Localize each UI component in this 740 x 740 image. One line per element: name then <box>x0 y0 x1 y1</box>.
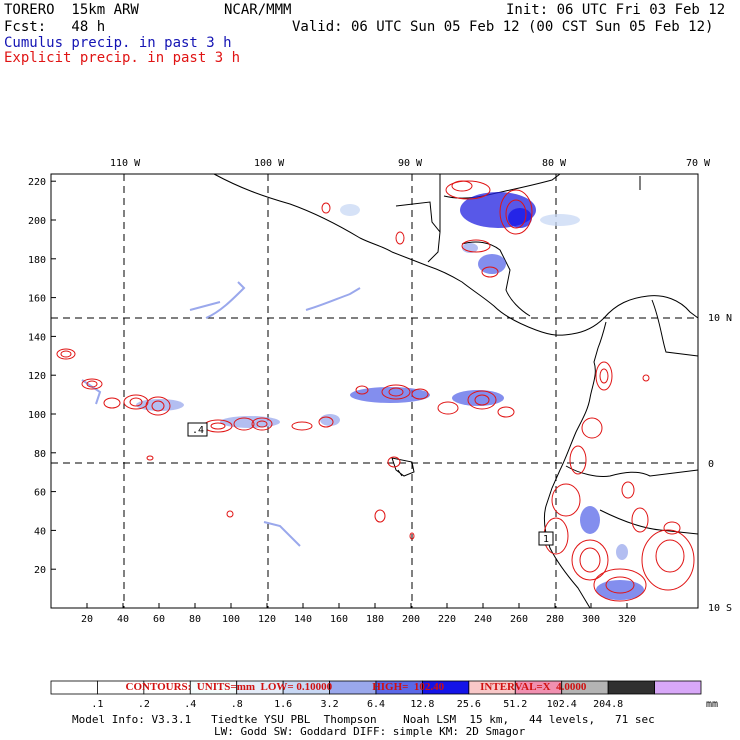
y-tick-label: 160 <box>28 294 46 305</box>
x-tick-label: 320 <box>618 614 636 625</box>
physics-info: LW: Godd SW: Goddard DIFF: simple KM: 2D… <box>214 725 526 738</box>
colorbar-level-label: 204.8 <box>593 699 623 710</box>
x-tick-label: 220 <box>438 614 456 625</box>
y-tick-label: 220 <box>28 177 46 188</box>
cumulus-bands <box>81 281 361 547</box>
org-label: NCAR/MMM <box>224 2 292 18</box>
lon-label: 100 W <box>254 158 285 169</box>
x-tick-label: 40 <box>117 614 129 625</box>
x-tick-label: 80 <box>189 614 201 625</box>
y-tick-label: 100 <box>28 410 46 421</box>
colorbar-level-label: 3.2 <box>321 699 339 710</box>
explicit-caption: Explicit precip. in past 3 h <box>4 50 241 66</box>
forecast-hour: Fcst: 48 h <box>4 19 106 35</box>
explicit-precip-contours <box>56 180 695 602</box>
boxed-label-text-1: .4 <box>192 425 204 436</box>
contour-info: CONTOURS: UNITS=mm LOW= 0.10000 HIGH= 102… <box>120 669 587 693</box>
colorbar-level-label: 51.2 <box>503 699 527 710</box>
contour-interval: INTERVAL=X 4.0000 <box>480 681 587 693</box>
latitude-labels: 10 N 0 10 S <box>708 313 732 614</box>
colorbar-level-label: .4 <box>184 699 196 710</box>
init-time: Init: 06 UTC Fri 03 Feb 12 <box>506 2 726 18</box>
y-tick-label: 40 <box>34 526 46 537</box>
colorbar-level-label: .1 <box>91 699 103 710</box>
boxed-label-text-2: 1 <box>543 534 549 545</box>
y-tick-label: 20 <box>34 565 46 576</box>
x-tick-label: 60 <box>153 614 165 625</box>
colorbar-level-label: 1.6 <box>274 699 292 710</box>
x-tick-label: 180 <box>366 614 384 625</box>
colorbar-swatch <box>50 680 98 695</box>
y-tick-label: 60 <box>34 488 46 499</box>
x-tick-label: 20 <box>81 614 93 625</box>
x-tick-label: 200 <box>402 614 420 625</box>
y-tick-label: 200 <box>28 216 46 227</box>
y-tick-label: 140 <box>28 332 46 343</box>
contour-units: CONTOURS: UNITS=mm LOW= 0.10000 <box>125 681 333 693</box>
lat-label: 10 S <box>708 603 732 614</box>
lon-label: 80 W <box>542 158 567 169</box>
x-tick-label: 160 <box>330 614 348 625</box>
lat-label: 10 N <box>708 313 732 324</box>
x-axis-ticks: 20 40 60 80 100 120 140 160 180 200 220 240 260 280 30… <box>81 603 636 625</box>
lon-label: 70 W <box>686 158 711 169</box>
model-info: Model Info: V3.3.1 Tiedtke YSU PBL Thomp… <box>72 713 655 726</box>
lat-label: 0 <box>708 459 714 470</box>
colorbar-swatch <box>607 680 655 695</box>
boxed-label-1: .4 <box>187 422 208 437</box>
y-tick-label: 120 <box>28 371 46 382</box>
x-tick-label: 100 <box>222 614 240 625</box>
contour-high: HIGH= 102.40 <box>372 681 445 693</box>
y-axis-ticks: 20 40 60 80 100 120 140 160 180 200 220 <box>28 177 56 576</box>
x-tick-label: 260 <box>510 614 528 625</box>
x-tick-label: 120 <box>258 614 276 625</box>
colorbar-level-label: 25.6 <box>457 699 481 710</box>
cumulus-caption: Cumulus precip. in past 3 h <box>4 35 232 51</box>
x-tick-label: 140 <box>294 614 312 625</box>
lon-label: 90 W <box>398 158 423 169</box>
x-tick-label: 240 <box>474 614 492 625</box>
colorbar-level-label: .8 <box>231 699 243 710</box>
colorbar-level-label: 12.8 <box>410 699 434 710</box>
colorbar-level-label: 102.4 <box>547 699 577 710</box>
colorbar-swatch <box>654 680 702 695</box>
colorbar-level-label: .2 <box>138 699 150 710</box>
valid-time: Valid: 06 UTC Sun 05 Feb 12 (00 CST Sun … <box>292 19 714 35</box>
colorbar-level-label: 6.4 <box>367 699 385 710</box>
x-tick-label: 280 <box>546 614 564 625</box>
colorbar: .1 .2 .4 .8 1.6 3.2 6.4 12.8 25.6 51.2 102.4 204.8 m… <box>50 680 718 710</box>
coastlines <box>213 173 699 609</box>
y-tick-label: 80 <box>34 449 46 460</box>
y-tick-label: 180 <box>28 255 46 266</box>
colorbar-unit: mm <box>706 699 718 710</box>
longitude-labels: 110 W 100 W 90 W 80 W 70 W <box>110 158 711 169</box>
x-tick-label: 300 <box>582 614 600 625</box>
boxed-label-2: 1 <box>538 531 554 546</box>
model-title: TORERO 15km ARW <box>4 2 139 18</box>
lon-label: 110 W <box>110 158 141 169</box>
